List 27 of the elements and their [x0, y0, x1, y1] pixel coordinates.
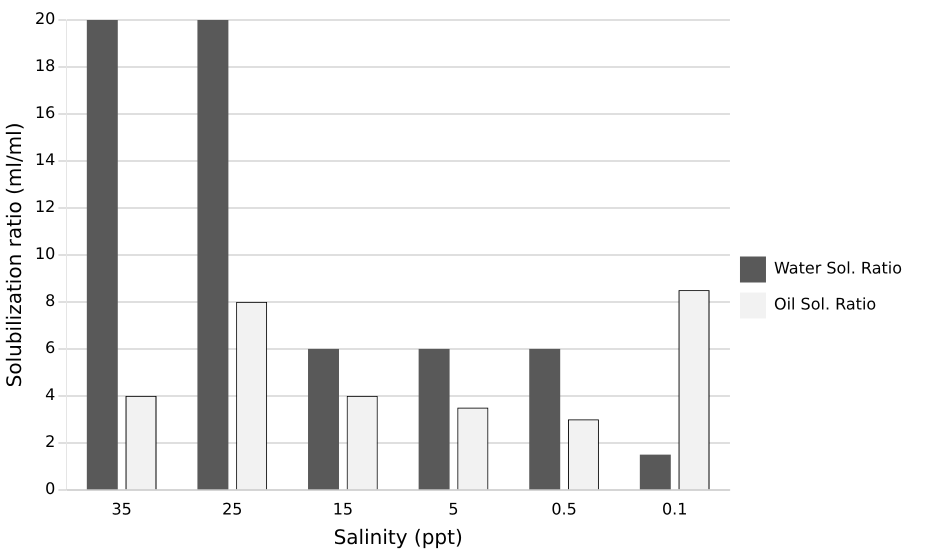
bar — [418, 348, 450, 490]
bar — [529, 348, 560, 490]
bar — [197, 20, 228, 490]
y-tick-label: 6 — [45, 338, 56, 358]
y-tick-label: 10 — [35, 244, 56, 264]
x-tick-label: 35 — [111, 500, 132, 519]
legend-label: Oil Sol. Ratio — [774, 294, 876, 314]
bar — [640, 454, 671, 490]
x-tick-label: 15 — [332, 500, 354, 519]
x-axis-title: Salinity (ppt) — [334, 525, 463, 550]
y-tick-label: 4 — [45, 384, 56, 404]
y-tick-label: 16 — [35, 103, 56, 122]
y-tick-label: 14 — [35, 150, 56, 170]
y-tick-label: 2 — [45, 432, 56, 451]
x-tick-label: 0.5 — [551, 500, 577, 519]
x-tick-label: 25 — [222, 500, 242, 519]
y-tick-label: 20 — [35, 9, 56, 28]
bar — [86, 20, 118, 490]
y-tick-label: 0 — [45, 478, 56, 498]
y-tick-label: 18 — [35, 56, 56, 76]
y-tick-label: 12 — [35, 197, 56, 216]
y-tick-label: 8 — [45, 291, 56, 310]
x-tick-label: 5 — [448, 500, 459, 519]
x-tick-label: 0.1 — [662, 500, 688, 519]
legend-label: Water Sol. Ratio — [774, 258, 902, 278]
bar — [308, 348, 339, 490]
y-axis-title: Solubilization ratio (ml/ml) — [2, 122, 26, 388]
